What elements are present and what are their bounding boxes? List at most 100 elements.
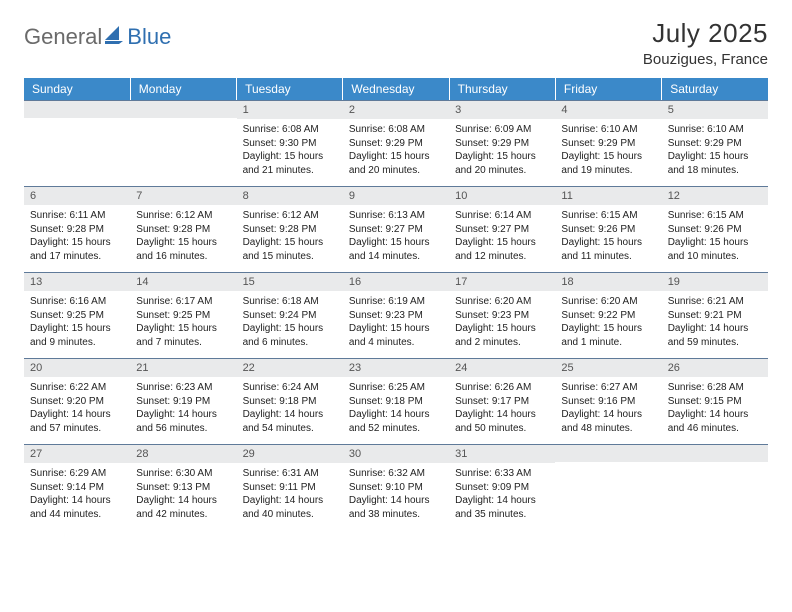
day-cell: 17Sunrise: 6:20 AMSunset: 9:23 PMDayligh… xyxy=(449,272,555,358)
day-cell: 7Sunrise: 6:12 AMSunset: 9:28 PMDaylight… xyxy=(130,186,236,272)
sunset-text: Sunset: 9:28 PM xyxy=(136,223,230,237)
daylight-line2: and 12 minutes. xyxy=(455,250,549,264)
daylight-line1: Daylight: 14 hours xyxy=(243,408,337,422)
day-details: Sunrise: 6:13 AMSunset: 9:27 PMDaylight:… xyxy=(343,205,449,269)
sunrise-text: Sunrise: 6:24 AM xyxy=(243,381,337,395)
daylight-line1: Daylight: 15 hours xyxy=(30,236,124,250)
sunrise-text: Sunrise: 6:20 AM xyxy=(561,295,655,309)
day-number: 2 xyxy=(343,100,449,119)
daylight-line2: and 20 minutes. xyxy=(455,164,549,178)
day-cell: 16Sunrise: 6:19 AMSunset: 9:23 PMDayligh… xyxy=(343,272,449,358)
day-details: Sunrise: 6:15 AMSunset: 9:26 PMDaylight:… xyxy=(555,205,661,269)
daylight-line2: and 54 minutes. xyxy=(243,422,337,436)
daylight-line2: and 40 minutes. xyxy=(243,508,337,522)
day-cell: 31Sunrise: 6:33 AMSunset: 9:09 PMDayligh… xyxy=(449,444,555,530)
day-cell: 18Sunrise: 6:20 AMSunset: 9:22 PMDayligh… xyxy=(555,272,661,358)
sunrise-text: Sunrise: 6:19 AM xyxy=(349,295,443,309)
week-row: 13Sunrise: 6:16 AMSunset: 9:25 PMDayligh… xyxy=(24,272,768,358)
daylight-line1: Daylight: 15 hours xyxy=(349,236,443,250)
daylight-line1: Daylight: 15 hours xyxy=(136,236,230,250)
daylight-line2: and 44 minutes. xyxy=(30,508,124,522)
sunrise-text: Sunrise: 6:21 AM xyxy=(668,295,762,309)
daylight-line1: Daylight: 15 hours xyxy=(243,322,337,336)
daylight-line1: Daylight: 15 hours xyxy=(136,322,230,336)
sunrise-text: Sunrise: 6:33 AM xyxy=(455,467,549,481)
day-details: Sunrise: 6:29 AMSunset: 9:14 PMDaylight:… xyxy=(24,463,130,527)
daylight-line2: and 48 minutes. xyxy=(561,422,655,436)
daylight-line2: and 11 minutes. xyxy=(561,250,655,264)
daylight-line2: and 4 minutes. xyxy=(349,336,443,350)
sunrise-text: Sunrise: 6:22 AM xyxy=(30,381,124,395)
day-number: 14 xyxy=(130,272,236,291)
sunrise-text: Sunrise: 6:10 AM xyxy=(561,123,655,137)
dow-saturday: Saturday xyxy=(662,78,768,100)
day-number: 7 xyxy=(130,186,236,205)
daylight-line2: and 52 minutes. xyxy=(349,422,443,436)
day-details: Sunrise: 6:12 AMSunset: 9:28 PMDaylight:… xyxy=(130,205,236,269)
day-details: Sunrise: 6:25 AMSunset: 9:18 PMDaylight:… xyxy=(343,377,449,441)
sunset-text: Sunset: 9:30 PM xyxy=(243,137,337,151)
day-cell: 1Sunrise: 6:08 AMSunset: 9:30 PMDaylight… xyxy=(237,100,343,186)
day-number: 16 xyxy=(343,272,449,291)
week-row: 27Sunrise: 6:29 AMSunset: 9:14 PMDayligh… xyxy=(24,444,768,530)
daylight-line1: Daylight: 15 hours xyxy=(243,150,337,164)
daylight-line2: and 46 minutes. xyxy=(668,422,762,436)
day-details: Sunrise: 6:17 AMSunset: 9:25 PMDaylight:… xyxy=(130,291,236,355)
day-cell: 13Sunrise: 6:16 AMSunset: 9:25 PMDayligh… xyxy=(24,272,130,358)
sunset-text: Sunset: 9:16 PM xyxy=(561,395,655,409)
day-number: 29 xyxy=(237,444,343,463)
sunrise-text: Sunrise: 6:12 AM xyxy=(136,209,230,223)
sunrise-text: Sunrise: 6:09 AM xyxy=(455,123,549,137)
daylight-line1: Daylight: 15 hours xyxy=(349,322,443,336)
sunset-text: Sunset: 9:29 PM xyxy=(668,137,762,151)
dow-wednesday: Wednesday xyxy=(343,78,449,100)
day-details: Sunrise: 6:27 AMSunset: 9:16 PMDaylight:… xyxy=(555,377,661,441)
day-details: Sunrise: 6:09 AMSunset: 9:29 PMDaylight:… xyxy=(449,119,555,183)
sunrise-text: Sunrise: 6:23 AM xyxy=(136,381,230,395)
sunset-text: Sunset: 9:29 PM xyxy=(349,137,443,151)
daylight-line2: and 57 minutes. xyxy=(30,422,124,436)
daylight-line2: and 14 minutes. xyxy=(349,250,443,264)
daylight-line1: Daylight: 15 hours xyxy=(668,236,762,250)
day-number: 10 xyxy=(449,186,555,205)
day-number: 12 xyxy=(662,186,768,205)
day-number xyxy=(662,444,768,462)
sunrise-text: Sunrise: 6:08 AM xyxy=(243,123,337,137)
day-cell: 28Sunrise: 6:30 AMSunset: 9:13 PMDayligh… xyxy=(130,444,236,530)
sunrise-text: Sunrise: 6:25 AM xyxy=(349,381,443,395)
daylight-line2: and 15 minutes. xyxy=(243,250,337,264)
daylight-line2: and 16 minutes. xyxy=(136,250,230,264)
day-number: 27 xyxy=(24,444,130,463)
calendar-body: 1Sunrise: 6:08 AMSunset: 9:30 PMDaylight… xyxy=(24,100,768,530)
daylight-line1: Daylight: 14 hours xyxy=(668,408,762,422)
day-cell: 23Sunrise: 6:25 AMSunset: 9:18 PMDayligh… xyxy=(343,358,449,444)
day-cell: 27Sunrise: 6:29 AMSunset: 9:14 PMDayligh… xyxy=(24,444,130,530)
daylight-line1: Daylight: 14 hours xyxy=(30,494,124,508)
daylight-line1: Daylight: 15 hours xyxy=(243,236,337,250)
day-number xyxy=(24,100,130,118)
day-number: 11 xyxy=(555,186,661,205)
sunset-text: Sunset: 9:15 PM xyxy=(668,395,762,409)
sunset-text: Sunset: 9:21 PM xyxy=(668,309,762,323)
sunset-text: Sunset: 9:14 PM xyxy=(30,481,124,495)
day-details: Sunrise: 6:31 AMSunset: 9:11 PMDaylight:… xyxy=(237,463,343,527)
daylight-line1: Daylight: 15 hours xyxy=(455,150,549,164)
daylight-line2: and 59 minutes. xyxy=(668,336,762,350)
daylight-line2: and 50 minutes. xyxy=(455,422,549,436)
calendar-table: Sunday Monday Tuesday Wednesday Thursday… xyxy=(24,78,768,530)
sunset-text: Sunset: 9:24 PM xyxy=(243,309,337,323)
sunrise-text: Sunrise: 6:15 AM xyxy=(561,209,655,223)
sunset-text: Sunset: 9:18 PM xyxy=(349,395,443,409)
header: General Blue July 2025 Bouzigues, France xyxy=(24,18,768,68)
sunset-text: Sunset: 9:27 PM xyxy=(455,223,549,237)
day-cell: 24Sunrise: 6:26 AMSunset: 9:17 PMDayligh… xyxy=(449,358,555,444)
dow-thursday: Thursday xyxy=(449,78,555,100)
day-number: 3 xyxy=(449,100,555,119)
dow-sunday: Sunday xyxy=(24,78,130,100)
day-number: 31 xyxy=(449,444,555,463)
day-details: Sunrise: 6:11 AMSunset: 9:28 PMDaylight:… xyxy=(24,205,130,269)
day-details: Sunrise: 6:30 AMSunset: 9:13 PMDaylight:… xyxy=(130,463,236,527)
week-row: 1Sunrise: 6:08 AMSunset: 9:30 PMDaylight… xyxy=(24,100,768,186)
day-details: Sunrise: 6:18 AMSunset: 9:24 PMDaylight:… xyxy=(237,291,343,355)
sunset-text: Sunset: 9:26 PM xyxy=(668,223,762,237)
